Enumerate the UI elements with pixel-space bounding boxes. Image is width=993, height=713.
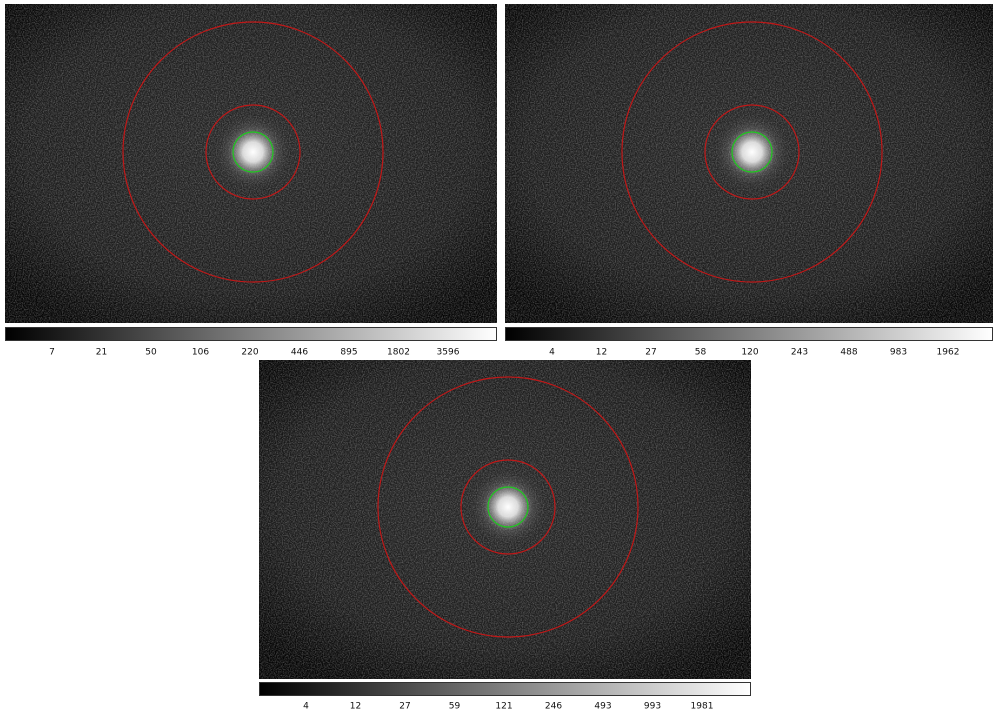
colorbar-tick-label: 246 bbox=[545, 702, 562, 712]
colorbar-tick-label: 50 bbox=[145, 348, 157, 358]
colorbar-tick-label: 493 bbox=[594, 702, 611, 712]
colorbar-tick-label: 3596 bbox=[437, 348, 460, 358]
colorbar-tick-label: 7 bbox=[49, 348, 55, 358]
colorbar-tick-label: 1981 bbox=[691, 702, 714, 712]
source-glow bbox=[213, 112, 293, 192]
colorbar-tick-label: 21 bbox=[96, 348, 107, 358]
colorbar-tick-label: 983 bbox=[890, 348, 907, 358]
colorbar-tick-label: 220 bbox=[241, 348, 258, 358]
source-glow bbox=[468, 467, 548, 547]
colorbar-tick-label: 446 bbox=[291, 348, 308, 358]
colorbar-tick-label: 895 bbox=[340, 348, 357, 358]
colorbar-tick-label: 12 bbox=[350, 702, 361, 712]
colorbar-tick-label: 4 bbox=[549, 348, 555, 358]
colorbar-tick-label: 1962 bbox=[937, 348, 960, 358]
image-panel: 4 12 27 59 121 246 493 993 1981 bbox=[259, 360, 751, 712]
image-panel: 7 21 50 106 220 446 895 1802 3596 bbox=[5, 4, 497, 358]
colorbar-tick-label: 243 bbox=[791, 348, 808, 358]
colorbar bbox=[260, 683, 751, 696]
colorbar-tick-label: 59 bbox=[449, 702, 461, 712]
source-glow bbox=[712, 112, 792, 192]
colorbar-tick-label: 27 bbox=[399, 702, 410, 712]
colorbar-tick-label: 106 bbox=[192, 348, 209, 358]
colorbar bbox=[6, 328, 497, 341]
colorbar-tick-label: 1802 bbox=[387, 348, 410, 358]
colorbar-tick-label: 4 bbox=[303, 702, 309, 712]
colorbar-tick-label: 121 bbox=[495, 702, 512, 712]
colorbar bbox=[506, 328, 993, 341]
colorbar-tick-label: 12 bbox=[596, 348, 607, 358]
colorbar-tick-label: 27 bbox=[645, 348, 656, 358]
colorbar-tick-label: 58 bbox=[695, 348, 707, 358]
colorbar-tick-label: 993 bbox=[644, 702, 661, 712]
image-panel: 4 12 27 58 120 243 488 983 1962 bbox=[505, 4, 993, 358]
colorbar-tick-label: 488 bbox=[840, 348, 857, 358]
screenshot: 7 21 50 106 220 446 895 1802 3596 4 12 27 58 120 243 48… bbox=[0, 0, 993, 713]
colorbar-tick-label: 120 bbox=[741, 348, 758, 358]
